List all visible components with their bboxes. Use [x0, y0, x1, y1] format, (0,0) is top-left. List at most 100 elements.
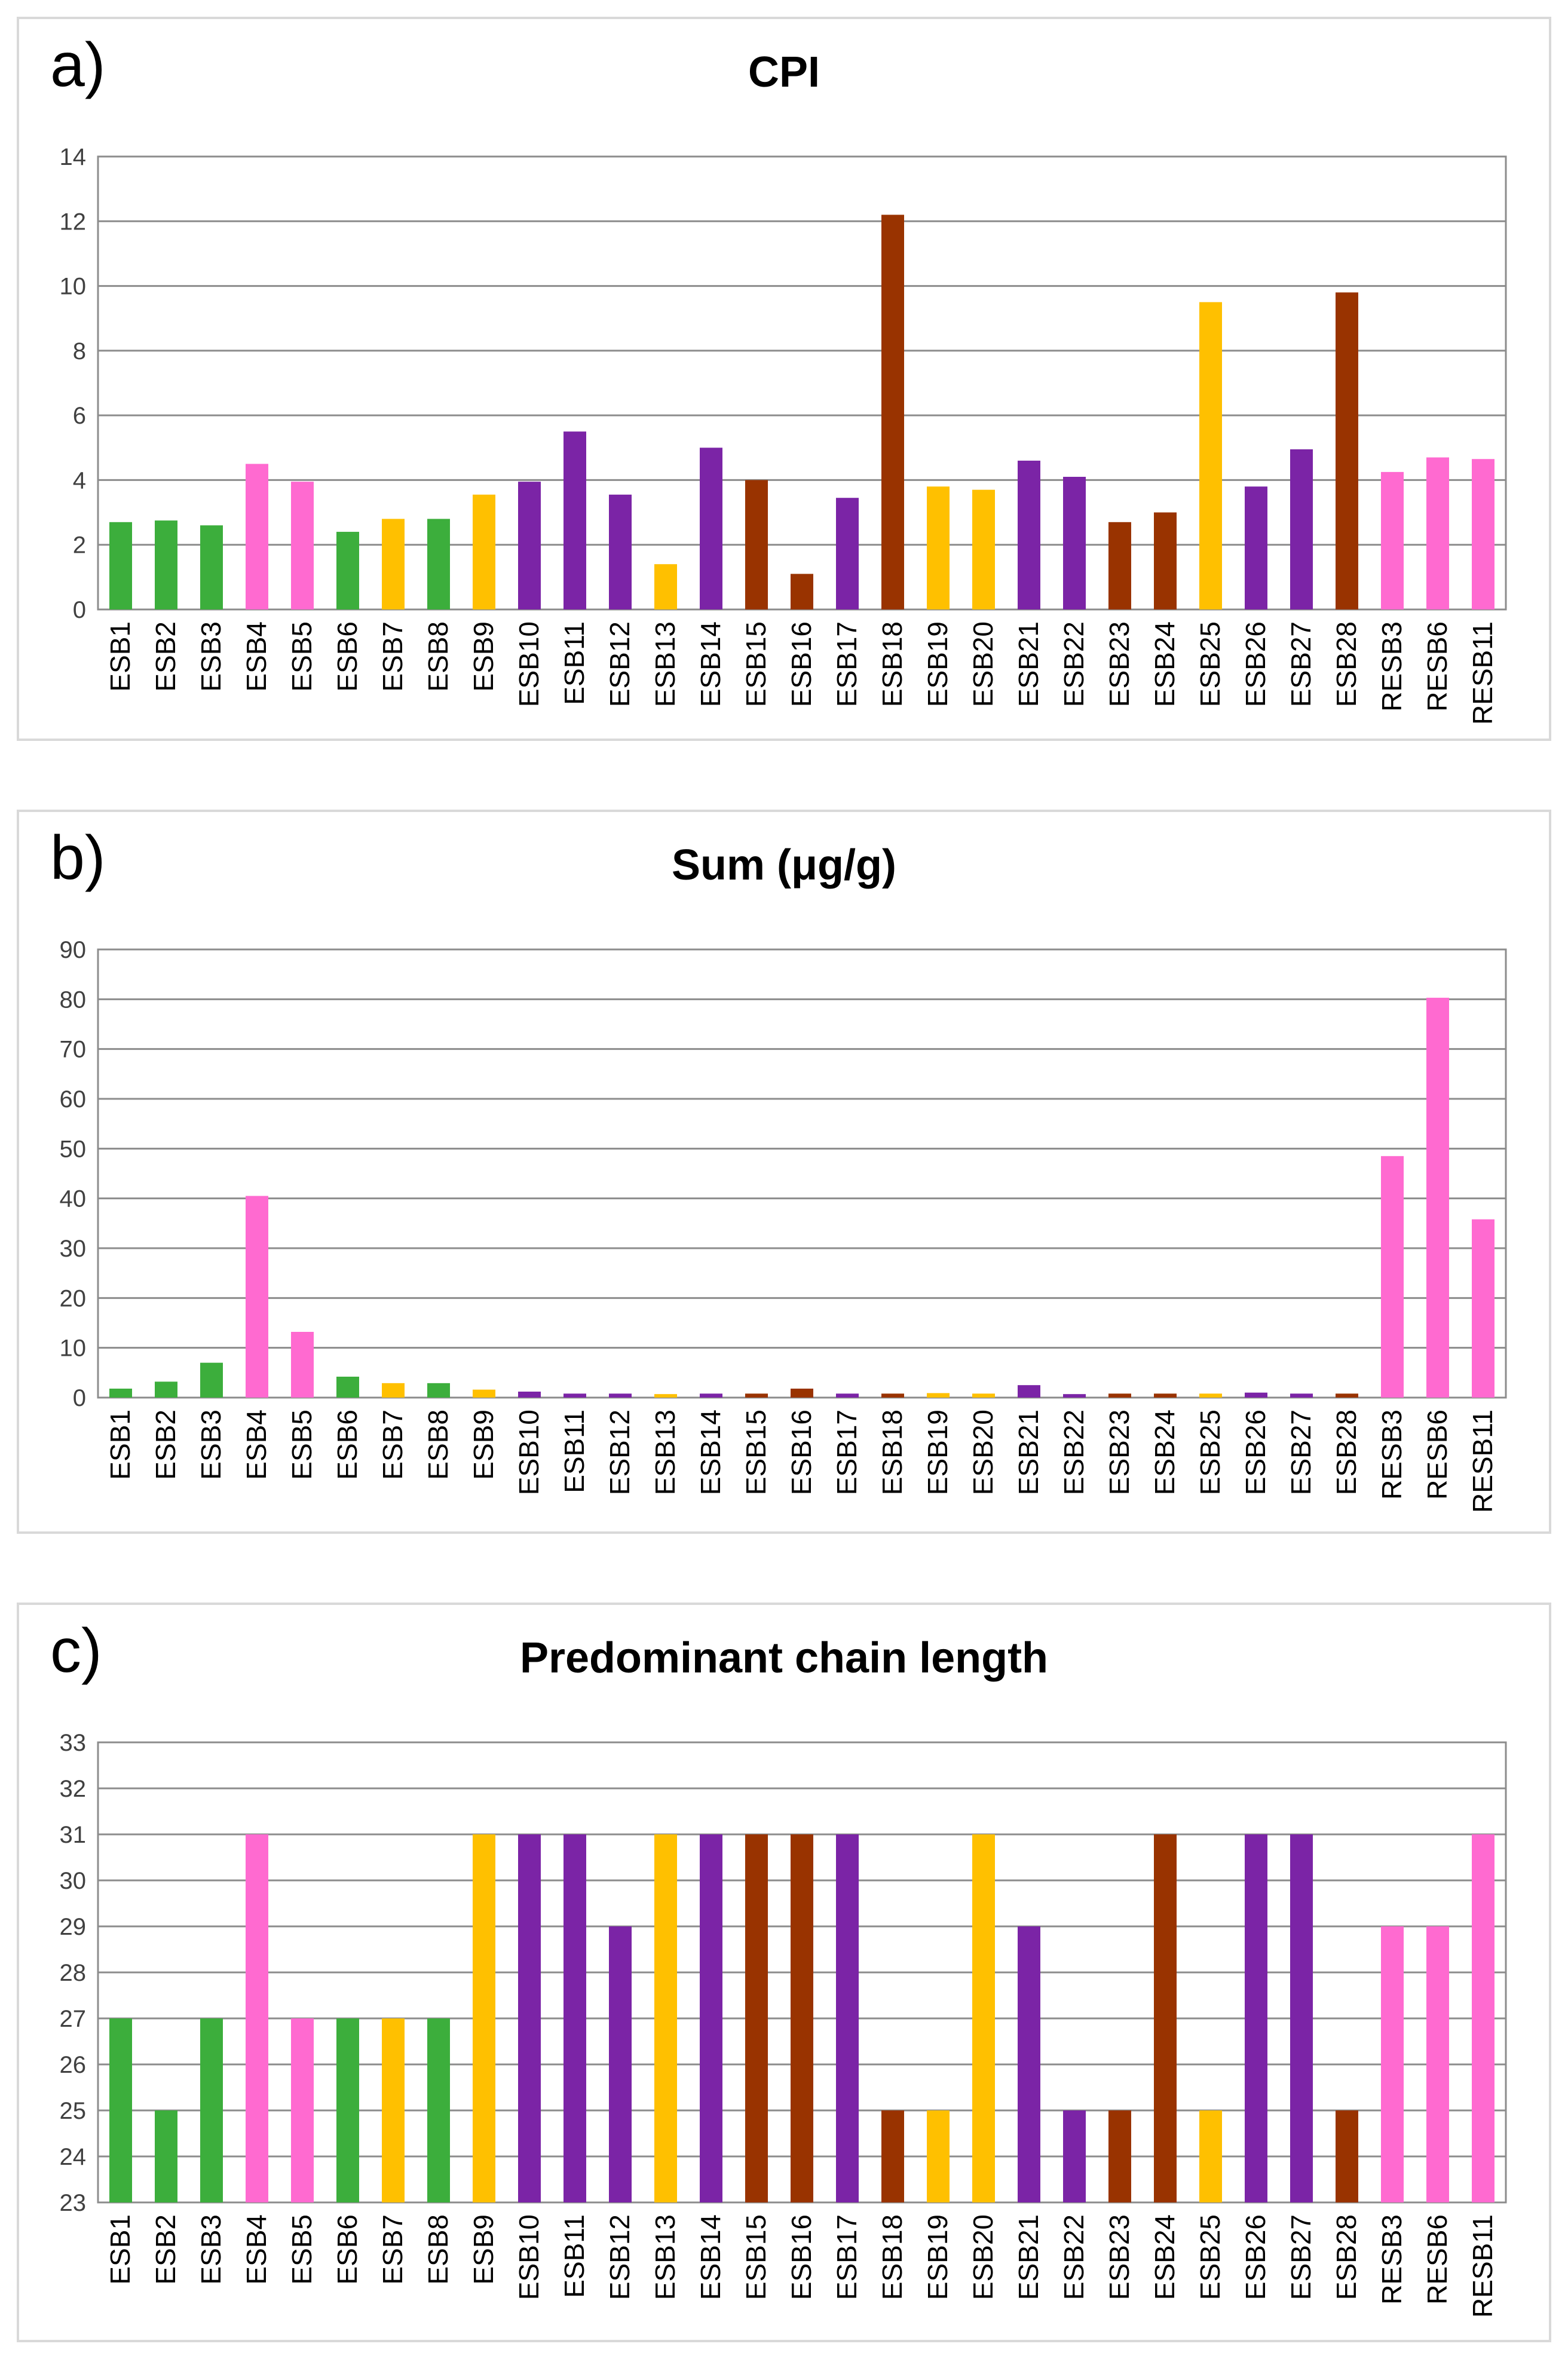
x-tick-label: ESB5	[286, 2214, 317, 2285]
x-tick-label: ESB6	[332, 621, 363, 692]
x-tick-label: ESB3	[195, 1410, 226, 1480]
bar-esb14	[700, 1834, 722, 2202]
x-tick-label: ESB1	[105, 2214, 136, 2285]
y-tick-label: 20	[60, 1285, 87, 1312]
x-tick-label: ESB3	[195, 621, 226, 692]
x-tick-label: ESB17	[831, 2214, 862, 2300]
x-tick-label: ESB14	[695, 1410, 726, 1495]
bar-esb2	[155, 1381, 177, 1398]
y-tick-label: 2	[73, 532, 86, 559]
bar-esb24	[1154, 512, 1177, 609]
y-tick-label: 50	[60, 1136, 87, 1162]
x-tick-label: RESB11	[1467, 1410, 1498, 1513]
bar-resb3	[1381, 1926, 1404, 2202]
x-tick-label: RESB3	[1376, 621, 1407, 712]
bar-esb16	[791, 1389, 813, 1398]
x-tick-label: ESB26	[1240, 2214, 1271, 2300]
x-tick-label: ESB9	[468, 1410, 499, 1480]
bar-esb15	[745, 480, 768, 609]
x-tick-label: RESB11	[1467, 621, 1498, 725]
bar-esb27	[1290, 1834, 1313, 2202]
bar-esb8	[427, 1383, 450, 1398]
x-tick-label: ESB11	[559, 1410, 590, 1493]
x-tick-label: ESB19	[922, 1410, 953, 1495]
y-tick-label: 10	[60, 1335, 87, 1362]
bar-esb18	[881, 215, 904, 609]
x-tick-label: ESB6	[332, 1410, 363, 1480]
bar-esb17	[836, 1834, 859, 2202]
y-tick-label: 40	[60, 1186, 87, 1212]
y-tick-label: 80	[60, 986, 87, 1013]
bar-esb3	[200, 1362, 223, 1398]
x-tick-label: ESB13	[650, 1410, 681, 1495]
x-tick-label: ESB24	[1149, 1410, 1180, 1495]
y-tick-label: 12	[60, 209, 87, 235]
bar-esb10	[518, 482, 541, 609]
x-tick-label: ESB1	[105, 621, 136, 692]
bar-esb7	[382, 519, 405, 609]
bar-esb25	[1199, 302, 1222, 610]
y-tick-label: 90	[60, 937, 87, 963]
bar-esb5	[291, 2018, 314, 2202]
bar-esb7	[382, 2018, 405, 2202]
y-tick-label: 14	[60, 144, 87, 170]
x-tick-label: RESB6	[1422, 621, 1453, 712]
x-tick-label: ESB27	[1285, 621, 1316, 707]
y-tick-label: 0	[73, 1385, 86, 1411]
bar-esb8	[427, 519, 450, 609]
bar-esb6	[336, 2018, 359, 2202]
y-tick-label: 25	[60, 2098, 87, 2124]
x-tick-label: RESB11	[1467, 2214, 1498, 2318]
x-tick-label: ESB20	[967, 1410, 999, 1495]
y-tick-label: 31	[60, 1822, 87, 1848]
x-tick-label: ESB18	[877, 1410, 908, 1495]
x-tick-label: ESB18	[877, 2214, 908, 2300]
x-tick-label: ESB17	[831, 1410, 862, 1495]
y-tick-label: 23	[60, 2190, 87, 2216]
bar-esb18	[881, 2110, 904, 2202]
x-tick-label: ESB26	[1240, 621, 1271, 707]
x-tick-label: ESB10	[513, 1410, 544, 1495]
bar-esb9	[473, 1834, 495, 2202]
bar-resb11	[1472, 1834, 1494, 2202]
panel-label: a)	[50, 30, 106, 100]
x-tick-label: RESB6	[1422, 2214, 1453, 2305]
y-tick-label: 28	[60, 1960, 87, 1986]
x-tick-label: ESB23	[1104, 1410, 1135, 1495]
bar-esb21	[1018, 1926, 1040, 2202]
bar-esb19	[927, 486, 950, 609]
x-tick-label: ESB18	[877, 621, 908, 707]
bar-esb16	[791, 1834, 813, 2202]
bar-esb17	[836, 498, 859, 609]
y-tick-label: 26	[60, 2052, 87, 2078]
x-tick-label: ESB19	[922, 2214, 953, 2300]
bar-esb2	[155, 2110, 177, 2202]
x-tick-label: ESB21	[1013, 1410, 1044, 1495]
x-tick-label: ESB27	[1285, 1410, 1316, 1495]
bar-esb13	[654, 564, 677, 609]
x-tick-label: ESB20	[967, 621, 999, 707]
x-tick-label: ESB11	[559, 2214, 590, 2298]
y-tick-label: 30	[60, 1868, 87, 1894]
x-tick-label: ESB15	[740, 2214, 771, 2300]
plot-area	[97, 948, 1507, 1399]
y-tick-label: 10	[60, 274, 87, 300]
bar-esb6	[336, 532, 359, 609]
x-tick-label: ESB16	[786, 1410, 817, 1495]
x-tick-label: ESB20	[967, 2214, 999, 2300]
bar-esb26	[1245, 1834, 1267, 2202]
bar-esb25	[1199, 1393, 1222, 1398]
bar-esb7	[382, 1383, 405, 1398]
bar-esb4	[246, 1196, 268, 1398]
x-tick-label: ESB8	[422, 621, 454, 692]
x-tick-label: ESB16	[786, 621, 817, 707]
y-tick-label: 24	[60, 2144, 87, 2170]
bar-esb15	[745, 1393, 768, 1398]
bar-esb1	[109, 1389, 132, 1398]
panel-label: b)	[50, 823, 106, 893]
bar-esb14	[700, 1393, 722, 1398]
bar-esb28	[1336, 2110, 1358, 2202]
bar-resb11	[1472, 1219, 1494, 1398]
x-tick-label: ESB23	[1104, 2214, 1135, 2300]
bar-esb12	[609, 1393, 632, 1398]
